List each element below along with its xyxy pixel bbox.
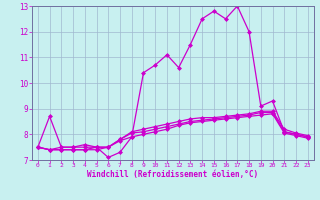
- X-axis label: Windchill (Refroidissement éolien,°C): Windchill (Refroidissement éolien,°C): [87, 170, 258, 179]
